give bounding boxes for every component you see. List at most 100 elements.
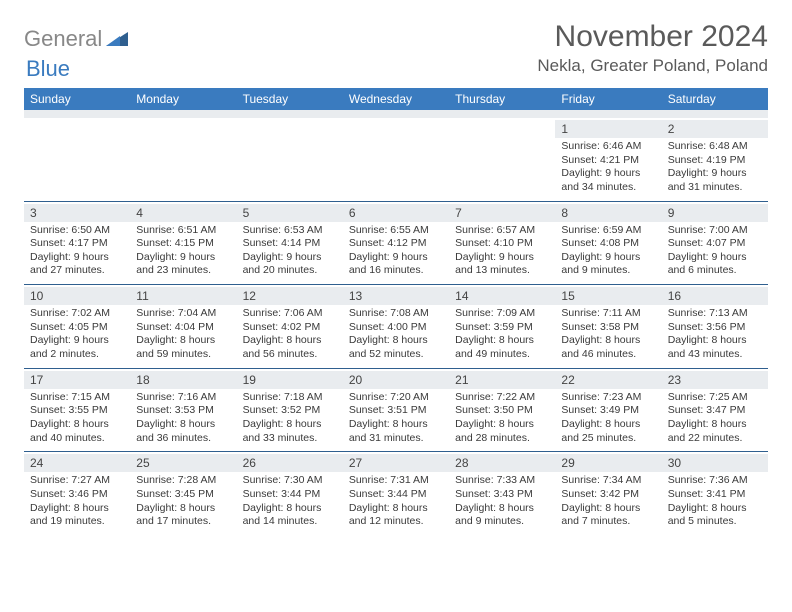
day-number: 9 (662, 204, 768, 222)
day-detail: and 9 minutes. (455, 515, 549, 529)
day-detail: Sunrise: 7:33 AM (455, 474, 549, 488)
day-detail: Sunset: 3:59 PM (455, 321, 549, 335)
weekday-wed: Wednesday (343, 88, 449, 110)
day-number: 22 (555, 371, 661, 389)
day-number: 29 (555, 454, 661, 472)
logo-text-general: General (24, 26, 102, 52)
day-detail: and 31 minutes. (349, 432, 443, 446)
day-number (130, 120, 236, 138)
day-number: 7 (449, 204, 555, 222)
day-cell (449, 118, 555, 201)
day-number: 15 (555, 287, 661, 305)
day-detail: Sunset: 3:44 PM (243, 488, 337, 502)
day-detail: Daylight: 8 hours (349, 418, 443, 432)
day-detail: Sunset: 4:15 PM (136, 237, 230, 251)
day-detail: Sunrise: 6:57 AM (455, 224, 549, 238)
day-detail: Sunset: 4:19 PM (668, 154, 762, 168)
day-number: 6 (343, 204, 449, 222)
day-detail: Sunset: 4:10 PM (455, 237, 549, 251)
day-cell: 30Sunrise: 7:36 AMSunset: 3:41 PMDayligh… (662, 452, 768, 535)
day-cell: 9Sunrise: 7:00 AMSunset: 4:07 PMDaylight… (662, 202, 768, 285)
day-detail: Sunset: 3:46 PM (30, 488, 124, 502)
day-detail: Daylight: 8 hours (243, 334, 337, 348)
logo-text-blue: Blue (26, 56, 70, 81)
day-number: 20 (343, 371, 449, 389)
day-detail: Sunrise: 7:09 AM (455, 307, 549, 321)
day-detail: Daylight: 8 hours (455, 334, 549, 348)
day-detail: Daylight: 9 hours (668, 167, 762, 181)
day-detail: Sunrise: 6:46 AM (561, 140, 655, 154)
day-detail: Sunrise: 7:20 AM (349, 391, 443, 405)
day-number: 2 (662, 120, 768, 138)
day-detail: and 2 minutes. (30, 348, 124, 362)
logo-triangle-icon (106, 26, 128, 52)
day-detail: and 49 minutes. (455, 348, 549, 362)
day-number: 25 (130, 454, 236, 472)
day-number (237, 120, 343, 138)
header-spacer (24, 110, 768, 118)
day-detail: Sunset: 4:14 PM (243, 237, 337, 251)
day-detail: and 6 minutes. (668, 264, 762, 278)
weekday-header-row: Sunday Monday Tuesday Wednesday Thursday… (24, 88, 768, 110)
day-detail: Sunset: 3:52 PM (243, 404, 337, 418)
location-subtitle: Nekla, Greater Poland, Poland (537, 56, 768, 76)
day-number: 13 (343, 287, 449, 305)
day-cell (130, 118, 236, 201)
week-row: 10Sunrise: 7:02 AMSunset: 4:05 PMDayligh… (24, 284, 768, 368)
day-cell: 19Sunrise: 7:18 AMSunset: 3:52 PMDayligh… (237, 369, 343, 452)
day-detail: Daylight: 8 hours (561, 334, 655, 348)
day-detail: Daylight: 9 hours (243, 251, 337, 265)
day-cell: 21Sunrise: 7:22 AMSunset: 3:50 PMDayligh… (449, 369, 555, 452)
day-cell: 4Sunrise: 6:51 AMSunset: 4:15 PMDaylight… (130, 202, 236, 285)
day-number: 28 (449, 454, 555, 472)
day-detail: Sunrise: 7:25 AM (668, 391, 762, 405)
day-detail: Sunrise: 7:08 AM (349, 307, 443, 321)
day-detail: Sunrise: 6:59 AM (561, 224, 655, 238)
day-number: 24 (24, 454, 130, 472)
day-number: 10 (24, 287, 130, 305)
day-detail: Sunset: 3:50 PM (455, 404, 549, 418)
day-detail: Daylight: 8 hours (455, 418, 549, 432)
calendar-grid: Sunday Monday Tuesday Wednesday Thursday… (24, 88, 768, 535)
day-detail: Sunrise: 7:34 AM (561, 474, 655, 488)
day-cell: 14Sunrise: 7:09 AMSunset: 3:59 PMDayligh… (449, 285, 555, 368)
day-detail: and 12 minutes. (349, 515, 443, 529)
day-cell: 13Sunrise: 7:08 AMSunset: 4:00 PMDayligh… (343, 285, 449, 368)
day-number: 3 (24, 204, 130, 222)
day-detail: Sunrise: 7:06 AM (243, 307, 337, 321)
day-detail: Sunset: 3:45 PM (136, 488, 230, 502)
day-number: 16 (662, 287, 768, 305)
day-cell: 28Sunrise: 7:33 AMSunset: 3:43 PMDayligh… (449, 452, 555, 535)
calendar-page: General November 2024 Nekla, Greater Pol… (0, 0, 792, 545)
day-cell: 23Sunrise: 7:25 AMSunset: 3:47 PMDayligh… (662, 369, 768, 452)
day-detail: Sunrise: 6:53 AM (243, 224, 337, 238)
day-cell: 1Sunrise: 6:46 AMSunset: 4:21 PMDaylight… (555, 118, 661, 201)
day-detail: Sunset: 4:21 PM (561, 154, 655, 168)
day-detail: Sunset: 3:49 PM (561, 404, 655, 418)
day-detail: Sunrise: 7:18 AM (243, 391, 337, 405)
title-block: November 2024 Nekla, Greater Poland, Pol… (537, 20, 768, 76)
day-detail: and 36 minutes. (136, 432, 230, 446)
day-detail: Sunrise: 7:04 AM (136, 307, 230, 321)
day-detail: Daylight: 8 hours (30, 502, 124, 516)
day-detail: and 22 minutes. (668, 432, 762, 446)
day-detail: Sunrise: 6:48 AM (668, 140, 762, 154)
day-detail: Sunrise: 6:55 AM (349, 224, 443, 238)
day-detail: Daylight: 8 hours (349, 502, 443, 516)
day-detail: Sunrise: 7:00 AM (668, 224, 762, 238)
day-cell: 11Sunrise: 7:04 AMSunset: 4:04 PMDayligh… (130, 285, 236, 368)
day-detail: Sunset: 3:55 PM (30, 404, 124, 418)
day-detail: and 52 minutes. (349, 348, 443, 362)
day-detail: Sunset: 4:05 PM (30, 321, 124, 335)
day-detail: Sunrise: 7:31 AM (349, 474, 443, 488)
day-cell (237, 118, 343, 201)
day-detail: Sunset: 3:56 PM (668, 321, 762, 335)
day-cell: 18Sunrise: 7:16 AMSunset: 3:53 PMDayligh… (130, 369, 236, 452)
day-cell: 27Sunrise: 7:31 AMSunset: 3:44 PMDayligh… (343, 452, 449, 535)
day-detail: Sunrise: 7:11 AM (561, 307, 655, 321)
day-cell: 3Sunrise: 6:50 AMSunset: 4:17 PMDaylight… (24, 202, 130, 285)
day-detail: and 25 minutes. (561, 432, 655, 446)
day-detail: Daylight: 8 hours (243, 418, 337, 432)
day-detail: Sunrise: 7:28 AM (136, 474, 230, 488)
day-detail: Daylight: 8 hours (136, 418, 230, 432)
